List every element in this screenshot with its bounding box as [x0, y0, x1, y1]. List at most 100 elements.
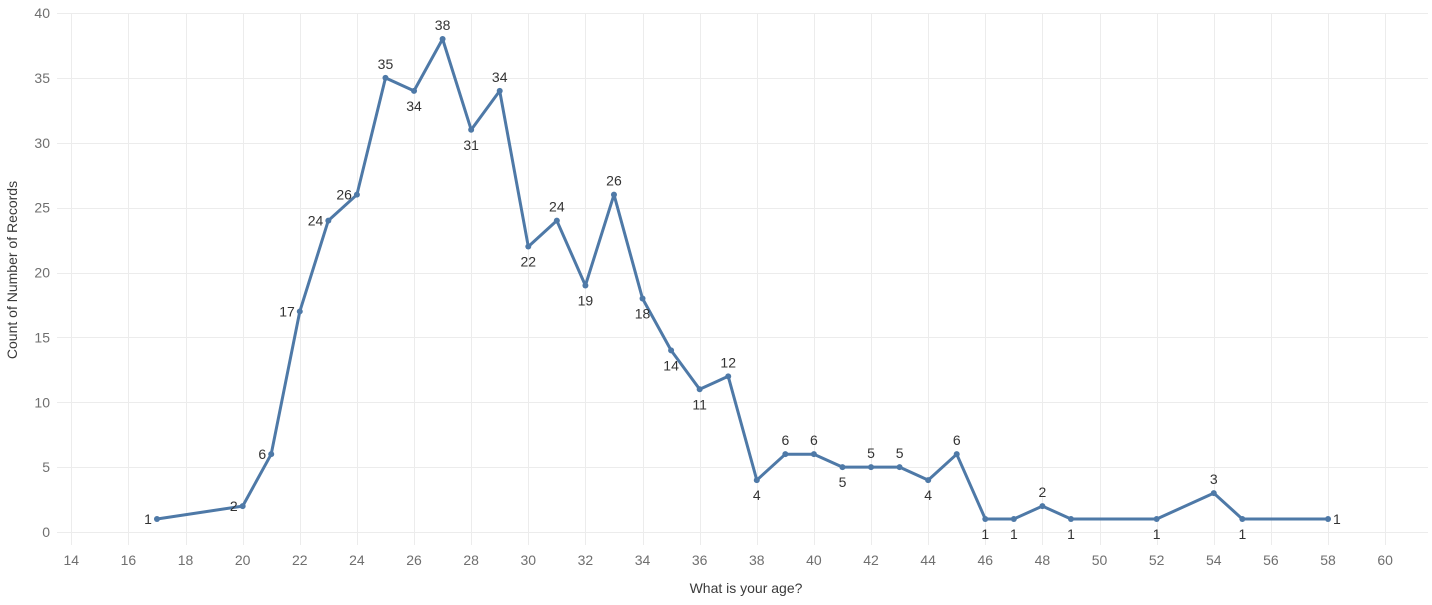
data-point [1010, 516, 1017, 523]
x-tick-label: 28 [463, 552, 479, 568]
x-tick-label: 42 [863, 552, 879, 568]
data-point [725, 373, 732, 380]
x-tick-label: 48 [1035, 552, 1051, 568]
data-point [753, 477, 760, 484]
x-tick-label: 14 [63, 552, 79, 568]
data-point [582, 282, 589, 289]
x-tick-label: 24 [349, 552, 365, 568]
series-line [155, 37, 1330, 521]
data-point [325, 217, 332, 224]
data-point [1153, 516, 1160, 523]
data-label: 2 [1039, 484, 1047, 500]
x-tick-label: 18 [178, 552, 194, 568]
data-label: 12 [720, 354, 736, 370]
data-label: 24 [549, 199, 565, 215]
y-tick-label: 15 [34, 329, 50, 345]
data-point [411, 87, 418, 94]
data-point [439, 35, 446, 42]
y-axis-title: Count of Number of Records [4, 181, 20, 359]
data-label: 24 [308, 213, 324, 229]
data-label: 38 [435, 17, 451, 33]
x-tick-label: 32 [578, 552, 594, 568]
data-point [496, 87, 503, 94]
x-tick-label: 40 [806, 552, 822, 568]
data-point [382, 74, 389, 81]
data-label: 6 [781, 432, 789, 448]
data-label: 5 [839, 474, 847, 490]
data-point [925, 477, 932, 484]
data-label: 1 [1238, 526, 1246, 542]
x-tick-label: 56 [1263, 552, 1279, 568]
x-axis-ticks: 14 16 18 20 22 24 26 28 30 32 34 36 38 40 42 44 46 48 50 52… [63, 552, 1393, 568]
data-point [353, 191, 360, 198]
x-tick-label: 54 [1206, 552, 1222, 568]
data-point [810, 451, 817, 458]
data-label: 26 [336, 187, 352, 203]
data-label: 34 [492, 69, 508, 85]
x-tick-label: 20 [235, 552, 251, 568]
y-tick-label: 40 [34, 5, 50, 21]
y-axis-ticks: 0 5 10 15 20 25 30 35 40 [34, 5, 50, 540]
data-label: 3 [1210, 471, 1218, 487]
data-point [1067, 516, 1074, 523]
x-tick-label: 52 [1149, 552, 1165, 568]
data-point [525, 243, 532, 250]
data-label: 2 [230, 498, 238, 514]
y-tick-label: 0 [42, 524, 50, 540]
data-point [982, 516, 989, 523]
data-label: 17 [279, 303, 295, 319]
x-tick-label: 22 [292, 552, 308, 568]
data-label: 31 [463, 137, 479, 153]
y-tick-label: 20 [34, 265, 50, 281]
data-point [639, 295, 646, 302]
data-point [1039, 503, 1046, 510]
grid-lines [57, 13, 1428, 545]
data-label: 35 [378, 56, 394, 72]
data-point [268, 451, 275, 458]
data-point [896, 464, 903, 471]
x-tick-label: 38 [749, 552, 765, 568]
data-point [782, 451, 789, 458]
data-point [610, 191, 617, 198]
data-label: 5 [896, 445, 904, 461]
data-label: 1 [1067, 526, 1075, 542]
x-tick-label: 36 [692, 552, 708, 568]
x-axis-title: What is your age? [690, 580, 803, 596]
data-point [1325, 516, 1332, 523]
data-point [1239, 516, 1246, 523]
data-label: 11 [692, 396, 707, 412]
x-tick-label: 46 [977, 552, 993, 568]
data-label: 19 [578, 292, 594, 308]
data-label: 1 [144, 511, 152, 527]
data-point [839, 464, 846, 471]
data-point [868, 464, 875, 471]
data-point [239, 503, 246, 510]
data-label: 34 [406, 98, 422, 114]
data-label: 1 [1333, 511, 1341, 527]
data-label: 18 [635, 305, 651, 321]
y-tick-label: 30 [34, 135, 50, 151]
x-tick-label: 34 [635, 552, 651, 568]
data-point [1210, 490, 1217, 497]
data-label: 4 [924, 487, 932, 503]
data-label: 6 [258, 446, 266, 462]
data-label: 26 [606, 173, 622, 189]
x-tick-label: 16 [121, 552, 137, 568]
series-age-count [153, 35, 1332, 523]
x-tick-label: 58 [1320, 552, 1336, 568]
x-tick-label: 60 [1377, 552, 1393, 568]
y-tick-label: 10 [34, 394, 50, 410]
data-label: 1 [981, 526, 989, 542]
data-point [296, 308, 303, 315]
data-label: 6 [810, 432, 818, 448]
x-tick-label: 50 [1092, 552, 1108, 568]
data-point [953, 451, 960, 458]
data-point [668, 347, 675, 354]
data-label: 22 [520, 254, 536, 270]
data-label: 14 [663, 357, 679, 373]
y-tick-label: 5 [42, 459, 50, 475]
data-label: 6 [953, 432, 961, 448]
x-tick-label: 26 [406, 552, 422, 568]
x-tick-label: 44 [920, 552, 936, 568]
